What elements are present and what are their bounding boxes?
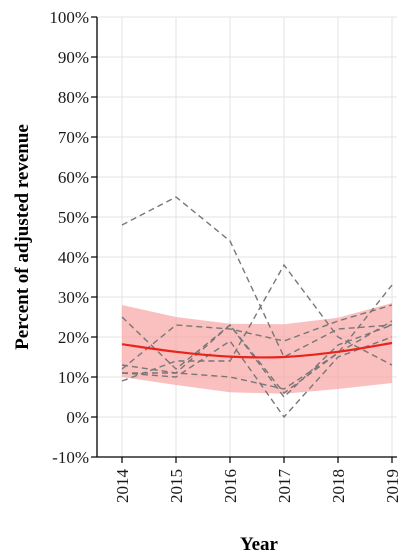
y-tick-label: 100%	[49, 8, 89, 27]
y-tick-label: 90%	[58, 48, 89, 67]
axes	[91, 16, 397, 463]
y-tick-label: 60%	[58, 168, 89, 187]
y-tick-label: -10%	[52, 448, 89, 467]
y-tick-label: 10%	[58, 368, 89, 387]
x-tick-label: 2018	[329, 469, 348, 503]
y-tick-label: 20%	[58, 328, 89, 347]
y-tick-label: 80%	[58, 88, 89, 107]
y-tick-label: 50%	[58, 208, 89, 227]
series-line-7	[121, 320, 393, 390]
x-tick-label: 2015	[167, 469, 186, 503]
y-tick-label: 0%	[66, 408, 89, 427]
y-tick-label: 70%	[58, 128, 89, 147]
y-axis-title: Percent of adjusted revenue	[12, 124, 33, 350]
fit-line-layer	[121, 341, 393, 359]
fit-line	[121, 341, 393, 359]
series-line-3	[121, 304, 393, 370]
x-axis-title: Year	[240, 534, 279, 555]
x-tick-label: 2014	[113, 469, 132, 504]
series-line-6	[122, 323, 393, 399]
y-tick-label: 30%	[58, 288, 89, 307]
series-line-5	[121, 336, 393, 419]
x-tick-label: 2017	[275, 469, 294, 504]
x-tick-label: 2019	[383, 469, 401, 503]
series-line-1	[121, 196, 393, 358]
y-tick-label: 40%	[58, 248, 89, 267]
series-layer	[121, 196, 393, 419]
x-tick-label: 2016	[221, 469, 240, 503]
x-tick-labels: 2014 2015 2016 2017 2018 2019	[113, 469, 401, 504]
y-tick-labels: -10% 0% 10% 20% 30% 40% 50% 60% 70% 80% 90% 100%	[49, 8, 89, 467]
